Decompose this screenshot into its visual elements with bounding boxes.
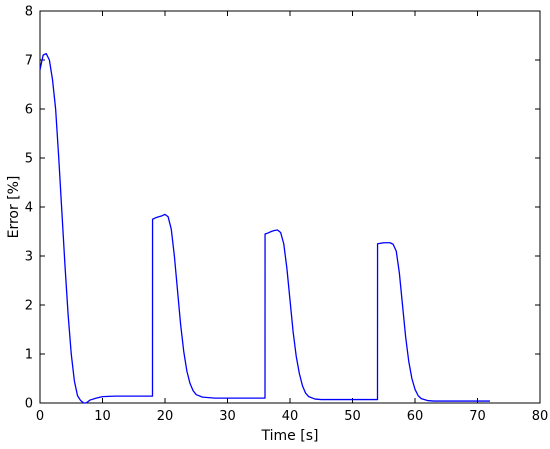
y-tick-label: 8 <box>25 5 33 20</box>
y-tick-label: 0 <box>25 397 33 412</box>
y-axis-label: Error [%] <box>6 176 22 239</box>
y-tick-label: 2 <box>25 299 33 314</box>
x-tick-label: 40 <box>282 409 299 424</box>
series-line-1 <box>39 52 490 404</box>
y-tick-label: 7 <box>25 54 33 69</box>
y-tick-label: 1 <box>25 348 33 363</box>
x-tick-label: 70 <box>469 409 486 424</box>
y-tick-label: 4 <box>25 201 33 216</box>
ticks-layer: 0 10 20 30 40 50 60 70 80 0 1 2 3 4 5 6 7 8 <box>25 5 549 425</box>
y-tick-label: 6 <box>25 103 33 118</box>
x-tick-label: 80 <box>532 409 549 424</box>
x-tick-label: 50 <box>344 409 361 424</box>
x-tick-label: 60 <box>407 409 424 424</box>
y-tick-label: 3 <box>25 250 33 265</box>
x-tick-label: 30 <box>219 409 236 424</box>
x-tick-label: 10 <box>94 409 111 424</box>
plot-area <box>39 10 541 404</box>
x-tick-label: 20 <box>157 409 174 424</box>
x-axis-label: Time [s] <box>261 428 319 444</box>
series-layer <box>39 52 490 404</box>
y-tick-label: 5 <box>25 152 33 167</box>
x-tick-label: 0 <box>36 409 44 424</box>
